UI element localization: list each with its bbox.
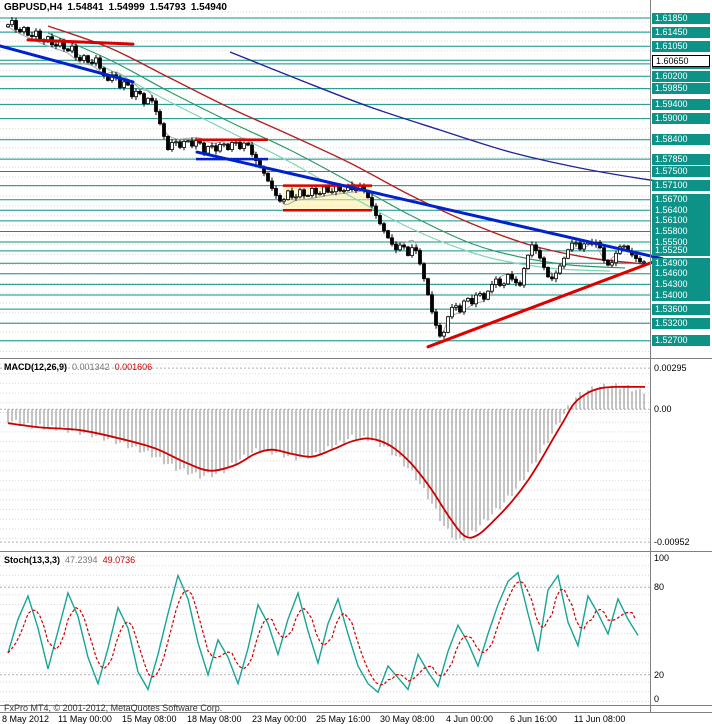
- ohlc-close: 1.54940: [190, 2, 227, 13]
- price-scale-label: 1.54600: [652, 268, 710, 280]
- price-scale-label: 1.54900: [652, 257, 710, 269]
- time-axis-label: 11 May 00:00: [58, 714, 112, 724]
- price-scale-label: 1.57500: [652, 166, 710, 177]
- price-scale-label: 1.56100: [652, 215, 710, 227]
- time-axis-label: 23 May 00:00: [252, 714, 307, 724]
- macd-scale-label: 0.00295: [654, 363, 687, 373]
- price-scale-label: 1.57100: [652, 180, 710, 192]
- price-scale-label: 1.55500: [652, 236, 710, 248]
- price-scale-label: 1.53600: [652, 303, 710, 315]
- price-scale-label: 1.58400: [652, 134, 710, 146]
- ohlc-open: 1.54841: [67, 2, 104, 13]
- time-axis-label: 4 Jun 00:00: [446, 714, 494, 724]
- price-scale-label: 1.59400: [652, 98, 710, 110]
- price-scale-label: 1.61050: [652, 40, 710, 52]
- macd-value-main: 0.001342: [72, 362, 110, 372]
- time-axis-label: 30 May 08:00: [380, 714, 435, 724]
- price-scale-label: 1.61850: [652, 12, 710, 24]
- price-chart-panel[interactable]: [0, 0, 650, 358]
- stoch-scale-label: 0: [654, 694, 660, 704]
- time-axis-label: 8 May 2012: [2, 714, 50, 724]
- stoch-panel[interactable]: [0, 552, 650, 705]
- macd-value-signal: 0.001606: [114, 362, 153, 372]
- price-scale-label: 1.60200: [652, 70, 710, 82]
- time-axis-label: 6 Jun 16:00: [510, 714, 558, 724]
- stoch-scale-label: 20: [654, 670, 665, 680]
- price-scale-label: 1.55800: [652, 226, 710, 237]
- ohlc-high: 1.54999: [108, 2, 145, 13]
- price-scale-label: 1.56400: [652, 204, 710, 216]
- stoch-label: Stoch(13,3,3) 47.2394 49.0736: [4, 555, 135, 565]
- stoch-value-k: 47.2394: [65, 555, 98, 565]
- ohlc-low: 1.54793: [149, 2, 186, 13]
- macd-scale-label: -0.00952: [654, 537, 690, 547]
- stoch-value-d: 49.0736: [102, 555, 136, 565]
- price-scale-label: 1.59000: [652, 113, 710, 125]
- time-axis-label: 15 May 08:00: [122, 714, 177, 724]
- time-axis-label: 11 Jun 08:00: [574, 714, 626, 724]
- time-axis-label: 18 May 08:00: [187, 714, 242, 724]
- time-axis-label: 25 May 16:00: [316, 714, 371, 724]
- macd-label: MACD(12,26,9) 0.001342 0.001606: [4, 362, 152, 372]
- price-scale-label: 1.53200: [652, 317, 710, 329]
- price-scale-label: 1.60650: [652, 54, 710, 67]
- price-scale-label: 1.57850: [652, 153, 710, 165]
- stoch-name: Stoch(13,3,3): [4, 555, 61, 565]
- price-scale-label: 1.54300: [652, 278, 710, 290]
- price-scale-label: 1.59850: [652, 83, 710, 95]
- chart-title: GBPUSD,H4 1.54841 1.54999 1.54793 1.54940: [4, 2, 232, 13]
- macd-name: MACD(12,26,9): [4, 362, 68, 372]
- price-scale-label: 1.54000: [652, 289, 710, 301]
- price-scale-label: 1.56700: [652, 194, 710, 206]
- copyright-label: FxPro MT4, © 2001-2012, MetaQuotes Softw…: [4, 703, 223, 713]
- stoch-scale-label: 80: [654, 582, 665, 592]
- symbol-period-label: GBPUSD,H4: [4, 2, 63, 13]
- price-scale-label: 1.61450: [652, 26, 710, 38]
- macd-panel[interactable]: [0, 359, 650, 551]
- macd-scale-label: 0.00: [654, 404, 672, 414]
- price-scale-label: 1.55250: [652, 245, 710, 257]
- stoch-scale-label: 100: [654, 553, 670, 563]
- price-scale-label: 1.52700: [652, 335, 710, 347]
